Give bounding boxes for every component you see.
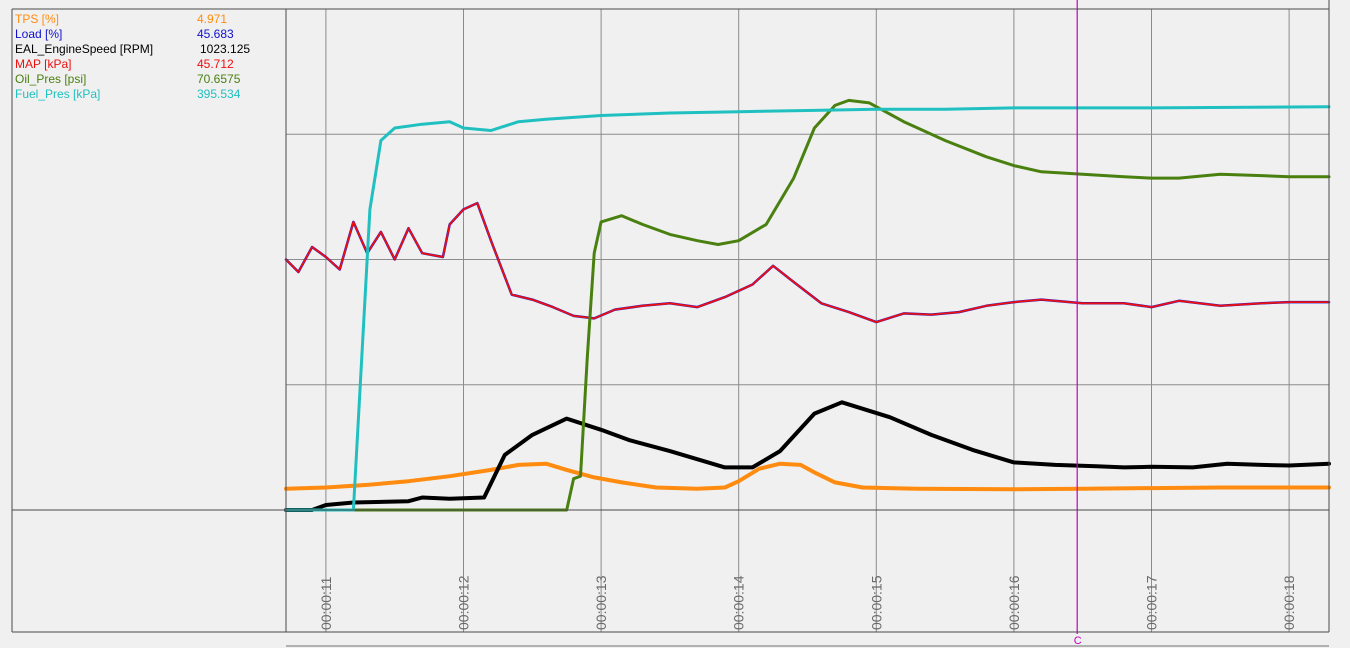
x-tick-label: 00:00:13 — [593, 575, 609, 630]
time-cursor[interactable]: C — [1074, 0, 1082, 647]
cursor-label: C — [1074, 635, 1082, 647]
legend-channel-value: 70.6575 — [197, 72, 241, 86]
x-tick-label: 00:00:11 — [318, 576, 334, 630]
x-tick-label: 00:00:18 — [1281, 575, 1297, 630]
grid-layer — [286, 9, 1329, 632]
legend-channel-value: 4.971 — [197, 12, 228, 26]
legend-channel-value: 1023.125 — [200, 42, 251, 56]
legend-channel-name: TPS [%] — [15, 12, 60, 26]
x-tick-label: 00:00:15 — [868, 575, 884, 630]
x-axis-ticks: 00:00:11 00:00:12 00:00:13 00:00:14 00:00:15… — [318, 575, 1297, 630]
legend-channel-name: Fuel_Pres [kPa] — [15, 87, 101, 101]
series-layer — [284, 98, 1331, 512]
legend-channel-value: 45.712 — [197, 57, 234, 71]
x-tick-label: 00:00:14 — [731, 575, 747, 630]
x-tick-label: 00:00:17 — [1143, 575, 1159, 630]
series-line-0 — [284, 461, 1331, 492]
series-line-4 — [284, 98, 1331, 512]
legend-channel-name: Oil_Pres [psi] — [15, 72, 87, 86]
series-line-3 — [285, 202, 1330, 324]
x-tick-label: 00:00:12 — [456, 575, 472, 630]
series-line-2 — [284, 400, 1331, 512]
legend-channel-value: 395.534 — [197, 87, 241, 101]
chart-frame — [11, 0, 1330, 647]
x-tick-label: 00:00:16 — [1006, 575, 1022, 630]
series-line-5 — [284, 105, 1331, 512]
legend-channel-name: MAP [kPa] — [15, 57, 72, 71]
legend-channel-name: Load [%] — [15, 27, 63, 41]
legend-channel-name: EAL_EngineSpeed [RPM] — [15, 42, 154, 56]
legend-channel-value: 45.683 — [197, 27, 234, 41]
